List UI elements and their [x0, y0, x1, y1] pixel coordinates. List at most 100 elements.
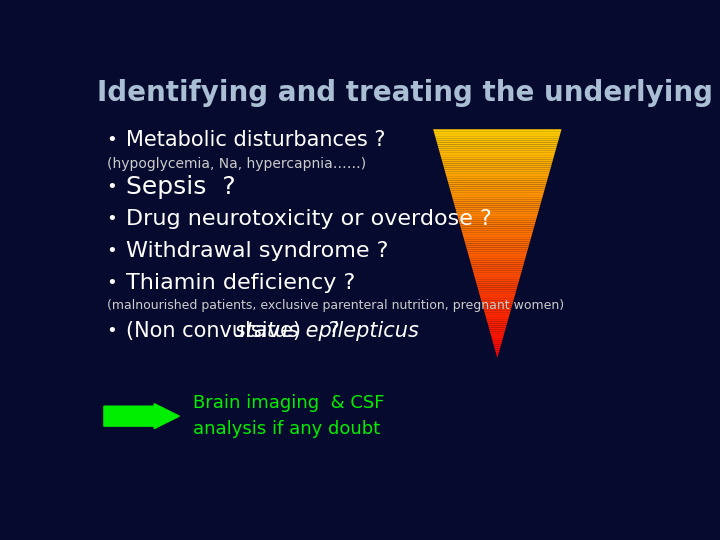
Polygon shape [468, 253, 527, 255]
Text: Metabolic disturbances ?: Metabolic disturbances ? [126, 130, 386, 150]
Polygon shape [471, 265, 523, 266]
Polygon shape [456, 213, 538, 215]
Polygon shape [492, 339, 503, 341]
Polygon shape [441, 156, 554, 158]
Polygon shape [464, 240, 531, 242]
Text: Thiamin deficiency ?: Thiamin deficiency ? [126, 273, 356, 293]
Polygon shape [456, 210, 539, 211]
Polygon shape [452, 196, 543, 198]
Polygon shape [496, 354, 498, 356]
Polygon shape [473, 272, 521, 274]
Polygon shape [480, 297, 515, 299]
Polygon shape [454, 206, 540, 207]
Polygon shape [487, 323, 507, 326]
Polygon shape [496, 352, 499, 354]
Polygon shape [479, 293, 516, 295]
Polygon shape [446, 175, 549, 177]
Polygon shape [490, 329, 505, 331]
Polygon shape [448, 183, 546, 185]
Polygon shape [481, 301, 513, 303]
Text: •: • [107, 274, 117, 292]
Polygon shape [477, 287, 517, 289]
Polygon shape [469, 257, 526, 259]
Polygon shape [483, 308, 511, 310]
Polygon shape [486, 318, 508, 320]
Text: (hypoglycemia, Na, hypercapnia……): (hypoglycemia, Na, hypercapnia……) [107, 157, 366, 171]
Polygon shape [452, 198, 542, 200]
Polygon shape [494, 345, 501, 347]
Polygon shape [451, 194, 544, 196]
Polygon shape [480, 295, 515, 297]
Polygon shape [456, 211, 539, 213]
Polygon shape [469, 259, 525, 261]
Polygon shape [484, 310, 510, 312]
Polygon shape [465, 244, 529, 246]
Polygon shape [459, 221, 536, 222]
Text: Identifying and treating the underlying cause: Identifying and treating the underlying … [96, 79, 720, 107]
Polygon shape [485, 314, 510, 316]
Polygon shape [449, 186, 546, 188]
Polygon shape [459, 222, 535, 225]
Polygon shape [495, 348, 500, 350]
Polygon shape [493, 343, 502, 345]
Polygon shape [489, 327, 506, 329]
Polygon shape [475, 278, 520, 280]
Polygon shape [451, 192, 544, 194]
Polygon shape [447, 179, 548, 181]
Polygon shape [488, 326, 506, 327]
FancyArrow shape [104, 404, 179, 429]
Text: ?: ? [322, 321, 339, 341]
Text: Sepsis  ?: Sepsis ? [126, 176, 236, 199]
Polygon shape [438, 148, 556, 150]
Polygon shape [457, 215, 537, 217]
Polygon shape [444, 165, 552, 167]
Polygon shape [494, 347, 500, 348]
Polygon shape [438, 146, 557, 148]
Polygon shape [467, 251, 527, 253]
Text: Brain imaging  & CSF
analysis if any doubt: Brain imaging & CSF analysis if any doub… [193, 394, 384, 438]
Polygon shape [454, 204, 541, 206]
Polygon shape [436, 139, 559, 141]
Polygon shape [485, 312, 510, 314]
Polygon shape [492, 337, 503, 339]
Polygon shape [490, 331, 505, 333]
Polygon shape [462, 230, 534, 232]
Polygon shape [491, 335, 504, 337]
Polygon shape [482, 305, 513, 307]
Polygon shape [476, 282, 518, 284]
Polygon shape [440, 152, 555, 154]
Polygon shape [467, 247, 528, 249]
Polygon shape [433, 131, 561, 133]
Polygon shape [469, 255, 526, 257]
Polygon shape [444, 167, 551, 169]
Polygon shape [463, 236, 531, 238]
Polygon shape [440, 154, 554, 156]
Polygon shape [442, 161, 552, 164]
Polygon shape [455, 207, 539, 210]
Polygon shape [441, 158, 554, 160]
Polygon shape [462, 232, 533, 234]
Polygon shape [443, 164, 552, 165]
Polygon shape [492, 341, 502, 343]
Polygon shape [490, 333, 504, 335]
Polygon shape [467, 249, 528, 251]
Polygon shape [470, 261, 525, 262]
Polygon shape [438, 145, 557, 146]
Text: (malnourished patients, exclusive parenteral nutrition, pregnant women): (malnourished patients, exclusive parent… [107, 300, 564, 313]
Polygon shape [472, 266, 523, 268]
Polygon shape [434, 133, 560, 135]
Polygon shape [462, 234, 532, 236]
Polygon shape [437, 143, 558, 145]
Polygon shape [461, 228, 534, 230]
Polygon shape [436, 137, 559, 139]
Polygon shape [439, 150, 556, 152]
Polygon shape [483, 307, 512, 308]
Polygon shape [495, 350, 500, 352]
Polygon shape [466, 246, 529, 247]
Polygon shape [435, 135, 560, 137]
Polygon shape [445, 171, 550, 173]
Polygon shape [444, 169, 550, 171]
Polygon shape [477, 286, 518, 287]
Text: Withdrawal syndrome ?: Withdrawal syndrome ? [126, 241, 389, 261]
Polygon shape [482, 303, 513, 305]
